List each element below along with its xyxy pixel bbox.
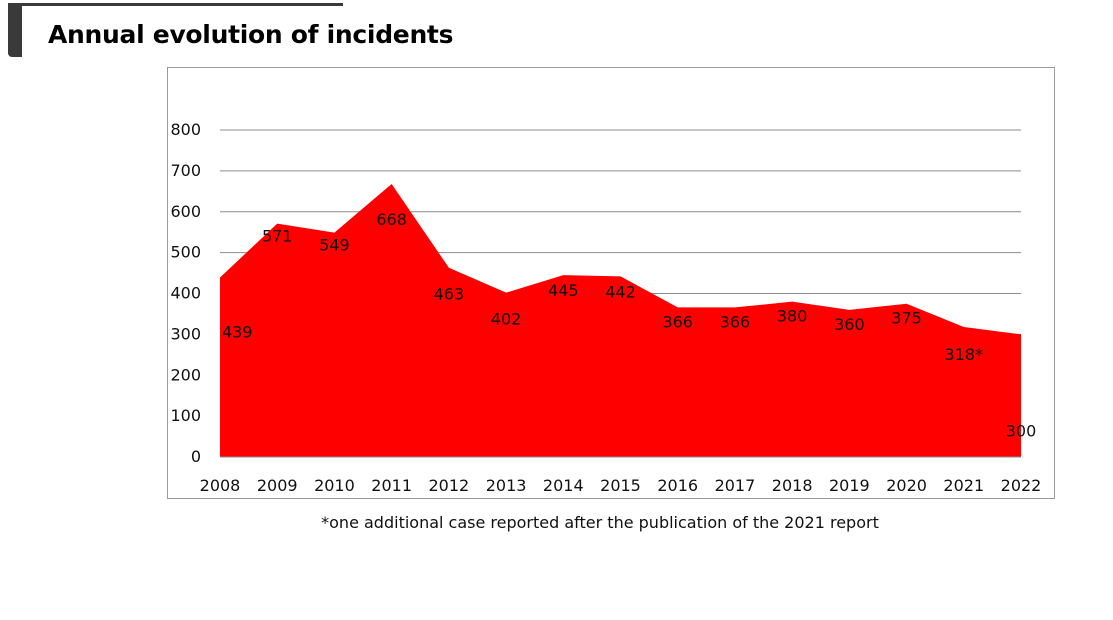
x-tick-label: 2014 (543, 476, 584, 495)
x-tick-label: 2008 (200, 476, 241, 495)
x-tick-label: 2011 (371, 476, 412, 495)
x-tick-label: 2016 (657, 476, 698, 495)
y-tick-label: 700 (170, 161, 201, 180)
x-tick-label: 2017 (715, 476, 756, 495)
data-label: 549 (319, 236, 350, 255)
x-tick-label: 2009 (257, 476, 298, 495)
data-label: 380 (777, 307, 808, 326)
x-tick-label: 2012 (428, 476, 469, 495)
data-label: 439 (222, 323, 253, 342)
data-label: 300 (1006, 421, 1037, 440)
y-tick-label: 100 (170, 406, 201, 425)
x-tick-label: 2021 (943, 476, 984, 495)
x-tick-label: 2019 (829, 476, 870, 495)
y-tick-label: 200 (170, 365, 201, 384)
y-tick-label: 600 (170, 202, 201, 221)
y-tick-label: 300 (170, 324, 201, 343)
x-tick-label: 2022 (1001, 476, 1042, 495)
page-title: Annual evolution of incidents (48, 20, 454, 49)
corner-accent-left (8, 3, 22, 57)
x-tick-label: 2020 (886, 476, 927, 495)
data-label: 668 (376, 210, 407, 229)
y-tick-label: 800 (170, 120, 201, 139)
data-label: 366 (662, 312, 693, 331)
data-label: 571 (262, 227, 293, 246)
data-label: 375 (891, 309, 922, 328)
x-tick-label: 2015 (600, 476, 641, 495)
x-tick-label: 2018 (772, 476, 813, 495)
data-label: 463 (434, 285, 465, 304)
data-label: 442 (605, 282, 636, 301)
chart-footnote: *one additional case reported after the … (321, 513, 879, 532)
y-tick-label: 500 (170, 243, 201, 262)
data-label: 318* (945, 345, 984, 364)
x-tick-label: 2010 (314, 476, 355, 495)
data-label: 360 (834, 315, 865, 334)
y-tick-label: 400 (170, 284, 201, 303)
x-tick-label: 2013 (486, 476, 527, 495)
corner-accent-top (18, 3, 343, 6)
data-label: 445 (548, 281, 579, 300)
data-label: 402 (491, 310, 522, 329)
area-series (220, 183, 1021, 457)
data-label: 366 (720, 312, 751, 331)
y-tick-label: 0 (191, 447, 201, 466)
